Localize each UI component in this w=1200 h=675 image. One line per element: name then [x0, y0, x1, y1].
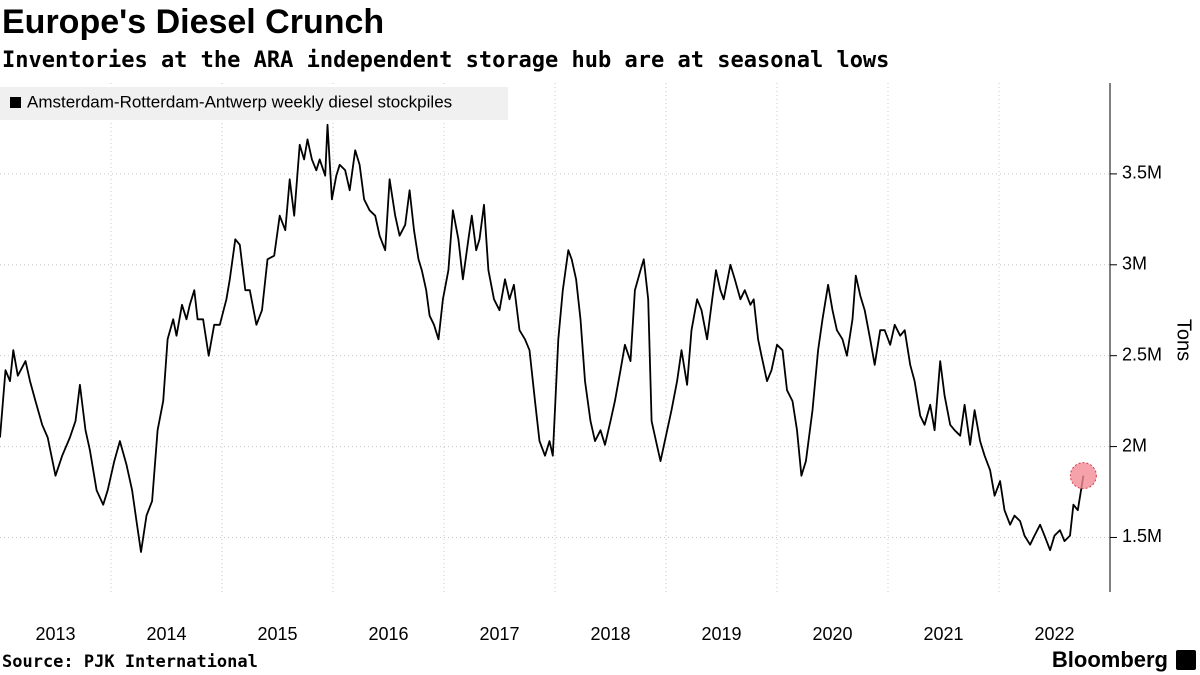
x-tick-label: 2013 — [35, 624, 75, 644]
x-tick-label: 2022 — [1034, 624, 1074, 644]
series-line — [0, 123, 1085, 553]
x-tick-label: 2014 — [146, 624, 186, 644]
legend-label: Amsterdam-Rotterdam-Antwerp weekly diese… — [27, 92, 452, 111]
y-tick-label: 2M — [1122, 435, 1147, 455]
branding: Bloomberg — [1052, 647, 1168, 672]
x-tick-label: 2020 — [812, 624, 852, 644]
source: Source: PJK International — [2, 652, 258, 672]
x-tick-label: 2015 — [257, 624, 297, 644]
legend-swatch — [10, 97, 21, 108]
x-tick-label: 2019 — [701, 624, 741, 644]
x-tick-label: 2016 — [368, 624, 408, 644]
legend: Amsterdam-Rotterdam-Antwerp weekly diese… — [0, 87, 508, 120]
brand-icon — [1176, 650, 1196, 670]
legend-box — [0, 87, 508, 120]
y-tick-label: 1.5M — [1122, 526, 1162, 546]
x-tick-label: 2017 — [479, 624, 519, 644]
chart-title: Europe's Diesel Crunch — [2, 3, 384, 41]
x-tick-label: 2021 — [923, 624, 963, 644]
y-tick-label: 2.5M — [1122, 344, 1162, 364]
y-tick-label: 3M — [1122, 254, 1147, 274]
x-tick-label: 2018 — [590, 624, 630, 644]
chart-subtitle: Inventories at the ARA independent stora… — [2, 48, 889, 73]
latest-point-marker — [1069, 462, 1097, 490]
grid — [0, 83, 1110, 592]
y-tick-label: 3.5M — [1122, 163, 1162, 183]
y-axis-label: Tons — [1173, 319, 1195, 361]
